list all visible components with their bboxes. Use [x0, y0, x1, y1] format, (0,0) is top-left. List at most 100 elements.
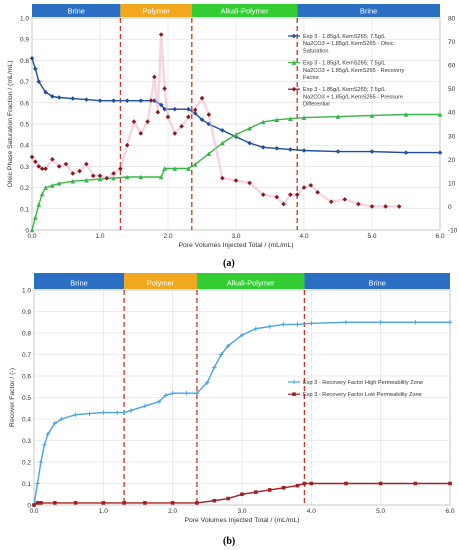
y2-tick-label: 50	[448, 86, 456, 93]
data-point	[437, 150, 443, 155]
series-group	[29, 55, 443, 155]
data-point	[413, 320, 418, 325]
y-tick-label: 0.8	[20, 58, 29, 65]
data-point	[50, 94, 55, 99]
data-point	[87, 411, 92, 416]
data-point	[158, 102, 164, 108]
phase-label: Alkali-Polymer	[221, 7, 269, 16]
data-point	[38, 459, 44, 465]
data-point	[356, 201, 361, 207]
data-point	[233, 178, 239, 183]
data-point	[253, 326, 259, 331]
data-point	[39, 501, 43, 505]
data-point	[148, 98, 154, 103]
y2-tick-label: 30	[448, 133, 456, 140]
data-point	[369, 204, 375, 209]
data-point	[301, 148, 307, 153]
data-point	[158, 32, 164, 37]
data-point	[138, 98, 144, 103]
data-point	[50, 183, 55, 188]
data-point	[239, 332, 245, 338]
legend-swatch-marker	[291, 60, 297, 65]
legend-swatch-marker	[292, 392, 296, 396]
data-point	[199, 95, 205, 101]
data-point	[158, 174, 164, 180]
data-point	[240, 492, 244, 497]
data-point	[155, 109, 161, 115]
data-point	[335, 149, 341, 154]
y-tick-label: 1.0	[20, 16, 29, 23]
data-point	[170, 391, 175, 396]
x-tick-label: 2.0	[163, 233, 172, 240]
data-point	[192, 111, 198, 116]
data-point	[32, 503, 36, 507]
x-tick-label: 4.0	[307, 508, 316, 515]
data-point	[111, 175, 116, 181]
x-tick-label: 6.0	[435, 233, 444, 240]
legend-entry-text: Exp 3 - Recovery Factor Low Permeability…	[303, 392, 422, 398]
y-tick-label: 0	[25, 228, 29, 235]
data-point	[205, 380, 210, 385]
data-point	[152, 98, 157, 103]
data-point	[403, 150, 409, 155]
data-point	[53, 501, 57, 505]
data-point	[170, 501, 175, 505]
data-point	[56, 181, 62, 186]
data-point	[124, 142, 130, 148]
x-tick-label: 0.0	[27, 233, 36, 240]
legend-entry-text: Factor	[303, 75, 319, 81]
data-point	[281, 486, 286, 490]
series-group	[31, 320, 453, 508]
data-point	[70, 171, 76, 176]
data-point	[342, 197, 348, 202]
data-point	[383, 204, 388, 209]
data-point	[111, 98, 116, 103]
data-point	[288, 192, 293, 197]
phase-label: Alkali-Polymer	[227, 279, 275, 288]
y-tick-label: 0.1	[20, 206, 29, 213]
data-point	[369, 113, 375, 118]
data-point	[274, 146, 280, 151]
data-point	[448, 481, 452, 486]
y2-tick-label: 80	[448, 16, 456, 23]
y2-tick-label: 40	[448, 110, 456, 117]
x-axis-label: Pore Volumes Injected Total / (mL/mL)	[184, 517, 299, 524]
data-point	[437, 112, 443, 117]
data-point	[194, 391, 200, 396]
data-point	[73, 501, 78, 505]
data-point	[124, 174, 130, 180]
phase-band	[297, 4, 440, 17]
data-point	[124, 98, 130, 103]
y-tick-label: 0.7	[22, 352, 31, 359]
data-point	[301, 185, 307, 190]
y-tick-label: 0.9	[22, 309, 31, 316]
data-point	[274, 117, 280, 123]
y-tick-label: 0.4	[22, 417, 31, 424]
x-tick-label: 4.0	[299, 233, 308, 240]
y2-tick-label: -10	[448, 228, 458, 235]
y-tick-label: 0.3	[20, 164, 29, 171]
legend-swatch-marker	[291, 86, 297, 92]
y-tick-label: 0.7	[20, 79, 29, 86]
legend-swatch-marker	[291, 33, 297, 39]
data-point	[195, 501, 199, 505]
data-point	[43, 89, 48, 95]
data-point	[29, 154, 35, 160]
data-point	[225, 343, 231, 349]
data-point	[52, 421, 57, 426]
data-point	[29, 227, 35, 233]
data-point	[70, 178, 76, 184]
data-point	[45, 431, 51, 437]
phase-label: Brine	[368, 279, 386, 288]
legend-entry-text: Saturation	[303, 48, 329, 54]
data-point	[39, 166, 45, 172]
data-point	[344, 481, 348, 486]
data-point	[156, 399, 161, 404]
phase-label: Brine	[360, 7, 378, 16]
legend-entry-text: Exp 3 - 1.85g/L KemS265; 7.5g/L	[303, 61, 386, 67]
data-point	[199, 117, 205, 123]
data-point	[172, 166, 178, 171]
data-point	[35, 481, 40, 486]
legend: Exp 3 - Recovery Factor High Permeabilit…	[288, 379, 423, 398]
